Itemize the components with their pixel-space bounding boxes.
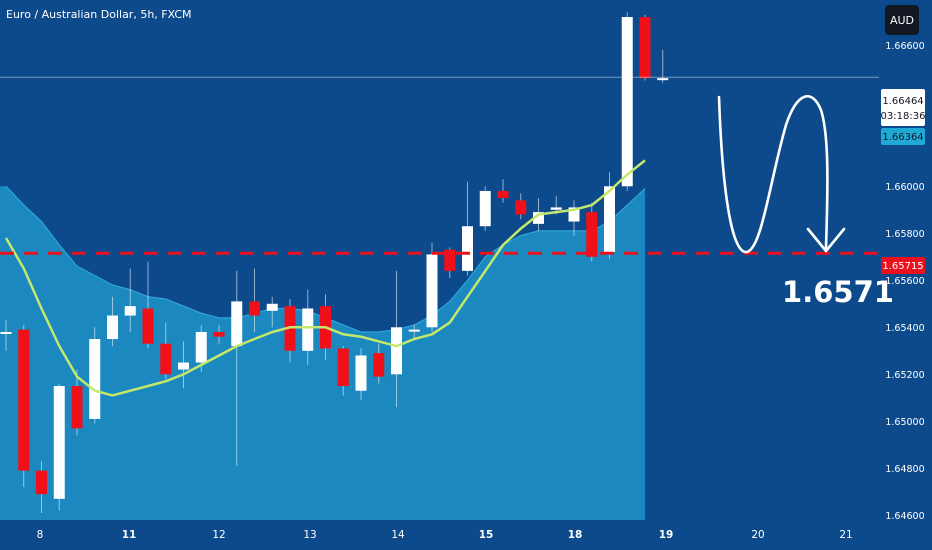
envelope-band bbox=[0, 186, 645, 521]
x-tick-label: 8 bbox=[37, 529, 44, 541]
candle-body bbox=[36, 470, 47, 495]
candle-body bbox=[479, 190, 491, 227]
ma-price-value: 1.66364 bbox=[882, 132, 923, 143]
candle-body bbox=[89, 339, 101, 419]
candle-body bbox=[408, 329, 420, 332]
y-tick-label: 1.65600 bbox=[885, 276, 924, 287]
candle-body bbox=[124, 306, 136, 316]
candle-body bbox=[533, 212, 544, 224]
candle-body bbox=[657, 78, 669, 81]
candle-body bbox=[639, 17, 651, 79]
candle-body bbox=[426, 254, 438, 328]
symbol-title: Euro / Australian Dollar, 5h, FXCM bbox=[6, 8, 192, 21]
x-tick-label: 11 bbox=[122, 529, 137, 541]
candle-body bbox=[18, 329, 30, 471]
candle-body bbox=[107, 315, 118, 340]
candle-body bbox=[568, 207, 580, 222]
y-tick-label: 1.65200 bbox=[885, 370, 924, 381]
candle-body bbox=[550, 207, 562, 210]
x-tick-label: 15 bbox=[479, 529, 494, 541]
candle-body bbox=[586, 212, 598, 257]
level-price-value: 1.65715 bbox=[882, 261, 923, 272]
candle-body bbox=[515, 200, 527, 215]
candle-body bbox=[355, 355, 367, 391]
candle-body bbox=[195, 331, 207, 363]
candle-body bbox=[0, 331, 12, 334]
y-tick-label: 1.64800 bbox=[885, 464, 924, 475]
x-tick-label: 12 bbox=[212, 529, 225, 541]
candle-body bbox=[302, 308, 314, 351]
y-tick-label: 1.65000 bbox=[885, 417, 924, 428]
ma-price-badge bbox=[881, 128, 925, 145]
candle-body bbox=[178, 362, 189, 370]
x-tick-label: 14 bbox=[391, 529, 405, 541]
moving-average-line bbox=[4, 159, 646, 397]
candle-body bbox=[391, 327, 402, 375]
y-tick-label: 1.65400 bbox=[885, 323, 924, 334]
projection-arrow-head bbox=[806, 227, 846, 253]
candle-body bbox=[444, 249, 456, 271]
candle-body bbox=[337, 348, 349, 387]
candle-body bbox=[71, 386, 83, 429]
candle-body bbox=[142, 308, 154, 344]
candle-body bbox=[604, 186, 615, 253]
x-tick-label: 20 bbox=[751, 529, 764, 541]
y-tick-label: 1.66000 bbox=[885, 182, 924, 193]
y-tick-label: 1.65800 bbox=[885, 229, 924, 240]
candle-body bbox=[53, 386, 65, 499]
candle-body bbox=[160, 343, 172, 375]
target-price-label: 1.6571 bbox=[782, 275, 894, 309]
candle-body bbox=[266, 303, 278, 311]
candle-body bbox=[462, 226, 473, 271]
candle-body bbox=[621, 17, 633, 187]
bar-countdown: 03:18:36 bbox=[881, 111, 926, 122]
candle-body bbox=[213, 331, 225, 337]
projection-arrow-path bbox=[717, 95, 829, 254]
candle-body bbox=[373, 353, 385, 377]
y-tick-label: 1.64600 bbox=[885, 511, 924, 522]
level-price-badge bbox=[881, 257, 925, 274]
current-price-value: 1.66464 bbox=[882, 96, 923, 107]
y-tick-label: 1.66600 bbox=[885, 41, 924, 52]
x-tick-label: 13 bbox=[303, 529, 316, 541]
x-tick-label: 19 bbox=[659, 529, 674, 541]
candle-body bbox=[497, 190, 509, 199]
candle-body bbox=[231, 301, 243, 347]
x-tick-label: 21 bbox=[839, 529, 852, 541]
current-price-badge bbox=[881, 89, 925, 126]
candle-body bbox=[249, 301, 260, 316]
currency-button[interactable]: AUD bbox=[885, 5, 919, 35]
x-tick-label: 18 bbox=[568, 529, 583, 541]
